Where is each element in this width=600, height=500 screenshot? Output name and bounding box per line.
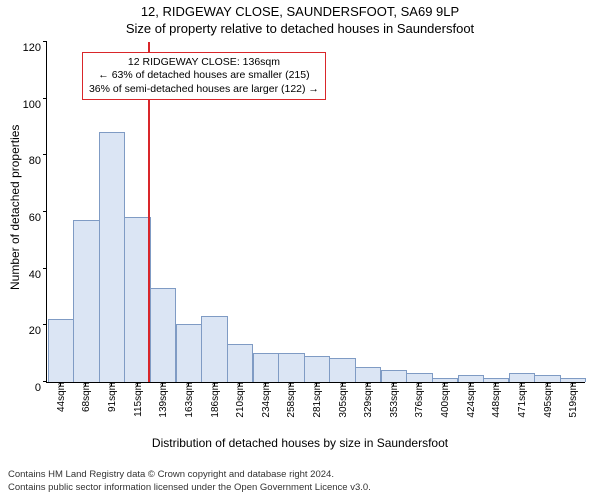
x-tick-label: 68sqm (80, 382, 93, 412)
y-tick-mark (43, 98, 47, 99)
histogram-bar (304, 356, 330, 383)
x-tick-label: 115sqm (131, 382, 144, 417)
attribution-line1: Contains HM Land Registry data © Crown c… (8, 469, 371, 481)
x-tick-label: 281sqm (310, 382, 323, 418)
histogram-bar (253, 353, 279, 382)
y-tick-label: 0 (35, 382, 47, 394)
x-axis-label: Distribution of detached houses by size … (0, 436, 600, 450)
histogram-bar (458, 375, 484, 382)
title-subtitle: Size of property relative to detached ho… (0, 21, 600, 36)
histogram-bar (201, 316, 227, 382)
annotation-line: ← 63% of detached houses are smaller (21… (89, 69, 319, 83)
annotation-box: 12 RIDGEWAY CLOSE: 136sqm← 63% of detach… (82, 52, 326, 101)
histogram-bar (176, 324, 202, 382)
histogram-bar (73, 220, 99, 383)
x-tick-label: 91sqm (105, 382, 118, 412)
y-tick-mark (43, 154, 47, 155)
x-tick-label: 495sqm (541, 382, 554, 418)
x-tick-label: 258sqm (285, 382, 298, 418)
x-tick-label: 44sqm (54, 382, 67, 412)
y-tick-label: 60 (29, 212, 47, 224)
x-tick-label: 471sqm (515, 382, 528, 418)
histogram-bar (150, 288, 176, 383)
y-tick-mark (43, 41, 47, 42)
annotation-line: 12 RIDGEWAY CLOSE: 136sqm (89, 56, 319, 70)
histogram-bar (509, 373, 535, 383)
x-tick-label: 376sqm (413, 382, 426, 418)
x-tick-label: 353sqm (387, 382, 400, 418)
y-tick-label: 100 (23, 99, 47, 111)
x-tick-label: 210sqm (233, 382, 246, 418)
y-tick-mark (43, 324, 47, 325)
y-tick-mark (43, 381, 47, 382)
x-tick-label: 163sqm (182, 382, 195, 418)
x-tick-label: 448sqm (489, 382, 502, 418)
x-tick-label: 139sqm (156, 382, 169, 418)
attribution: Contains HM Land Registry data © Crown c… (0, 469, 371, 494)
histogram-bar (48, 319, 74, 382)
y-tick-label: 80 (29, 155, 47, 167)
y-tick-label: 120 (23, 42, 47, 54)
histogram-bar (355, 367, 381, 382)
y-tick-mark (43, 211, 47, 212)
attribution-line2: Contains public sector information licen… (8, 482, 371, 494)
histogram-bar (406, 373, 432, 383)
y-tick-label: 20 (29, 325, 47, 337)
y-tick-label: 40 (29, 269, 47, 281)
x-tick-label: 400sqm (438, 382, 451, 418)
title-address: 12, RIDGEWAY CLOSE, SAUNDERSFOOT, SA69 9… (0, 4, 600, 19)
x-tick-label: 186sqm (208, 382, 221, 418)
histogram-bar (381, 370, 407, 382)
annotation-line: 36% of semi-detached houses are larger (… (89, 83, 319, 97)
y-tick-mark (43, 268, 47, 269)
histogram-bar (329, 358, 355, 382)
histogram-bar (99, 132, 125, 382)
histogram-bar (534, 375, 560, 382)
histogram-bar (278, 353, 304, 382)
histogram-bar (124, 217, 150, 382)
x-tick-label: 329sqm (361, 382, 374, 418)
x-tick-label: 234sqm (259, 382, 272, 418)
y-axis-label: Number of detached properties (8, 125, 22, 290)
x-tick-label: 305sqm (336, 382, 349, 418)
x-tick-label: 424sqm (464, 382, 477, 418)
x-tick-label: 519sqm (566, 382, 579, 418)
histogram-bar (227, 344, 253, 382)
chart-plot-area: 02040608010012044sqm68sqm91sqm115sqm139s… (46, 42, 585, 383)
